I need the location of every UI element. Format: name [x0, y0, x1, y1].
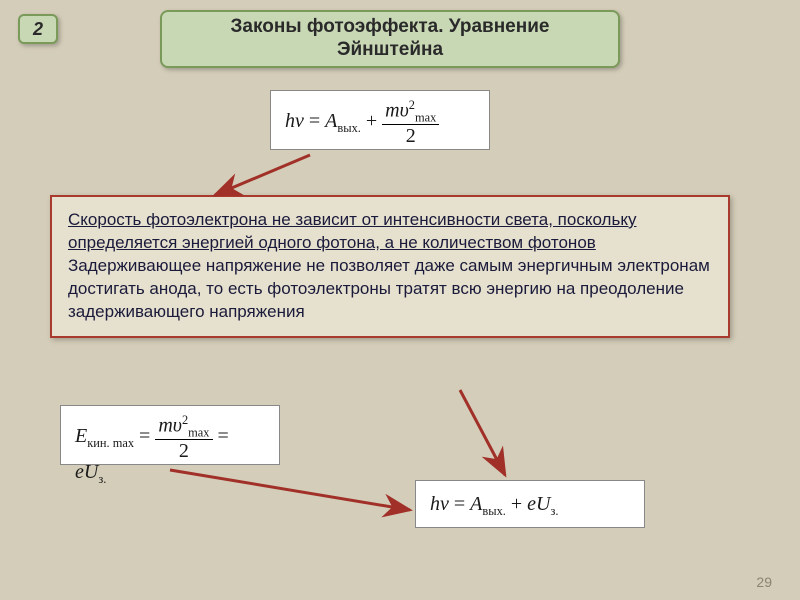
eq1-num-m: m [385, 100, 399, 122]
eq2-e: e [75, 461, 84, 483]
explanation-body: Задерживающее напряжение не позволяет да… [68, 256, 710, 321]
eq1-nu: ν [295, 110, 304, 132]
equation-kinetic: Eкин. max = mυ2max2 = eUз. [60, 405, 280, 465]
eq1-equals: = [304, 110, 325, 132]
slide-title: Законы фотоэффекта. Уравнение Эйнштейна [160, 10, 620, 68]
eq2-num-sub: max [188, 426, 209, 440]
eq3-A: A [470, 493, 482, 515]
eq3-nu: ν [440, 493, 449, 515]
title-line-1: Законы фотоэффекта. Уравнение [231, 16, 550, 37]
eq1-A: A [325, 110, 337, 132]
eq1-h: h [285, 110, 295, 132]
eq2-equals: = [134, 425, 155, 447]
eq2-E: E [75, 425, 87, 447]
eq3-equals: = [449, 493, 470, 515]
eq2-num-v: υ [173, 415, 182, 437]
explanation-box: Скорость фотоэлектрона не зависит от инт… [50, 195, 730, 338]
slide-number-badge: 2 [18, 14, 58, 44]
eq3-h: h [430, 493, 440, 515]
eq1-den: 2 [382, 125, 439, 146]
eq3-e: e [527, 493, 536, 515]
arrow-3 [460, 390, 505, 475]
eq2-U: U [84, 461, 98, 483]
eq3-U: U [536, 493, 550, 515]
equation-result: hν = Aвых. + eUз. [415, 480, 645, 528]
eq3-A-sub: вых. [482, 504, 505, 518]
slide-number: 2 [33, 19, 43, 40]
eq3-plus: + [506, 493, 527, 515]
eq1-plus: + [361, 110, 382, 132]
page-number: 29 [756, 574, 772, 590]
arrow-1 [215, 155, 310, 195]
eq2-fraction: mυ2max2 [155, 414, 212, 461]
title-line-2: Эйнштейна [337, 39, 443, 60]
eq2-num-m: m [158, 415, 172, 437]
eq2-U-sub: з. [98, 472, 106, 486]
eq1-num-sub: max [415, 111, 436, 125]
eq2-E-sub: кин. max [87, 436, 134, 450]
eq1-A-sub: вых. [337, 121, 360, 135]
eq3-U-sub: з. [550, 504, 558, 518]
eq1-num-v: υ [400, 100, 409, 122]
eq2-den: 2 [155, 440, 212, 461]
equation-einstein: hν = Aвых. + mυ2max2 [270, 90, 490, 150]
explanation-underlined: Скорость фотоэлектрона не зависит от инт… [68, 210, 636, 252]
eq2-equals2: = [213, 425, 229, 447]
arrow-2 [170, 470, 410, 510]
eq1-fraction: mυ2max2 [382, 99, 439, 146]
